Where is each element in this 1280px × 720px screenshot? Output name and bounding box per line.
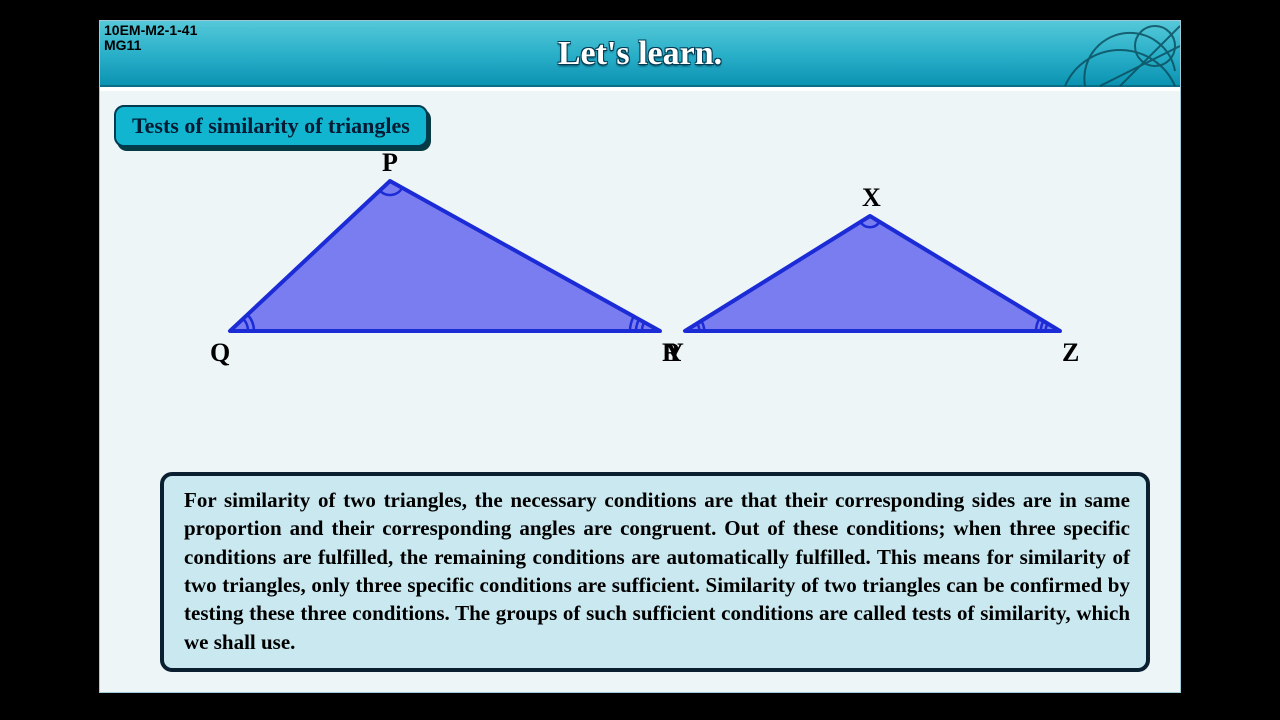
slide-header: 10EM-M2-1-41 MG11 Let's learn. [100,21,1180,91]
slide-stage: 10EM-M2-1-41 MG11 Let's learn. Tests of … [99,20,1181,693]
svg-text:Z: Z [1062,338,1079,367]
svg-text:Y: Y [665,338,684,367]
slide-title: Let's learn. [100,35,1180,73]
diagram-area: PQRXYZ [100,151,1180,411]
section-chip: Tests of similarity of triangles [114,105,428,147]
svg-text:P: P [382,151,398,177]
header-decoration-icon [1060,21,1180,91]
triangles-diagram: PQRXYZ [100,151,1182,381]
explanation-text: For similarity of two triangles, the nec… [160,472,1150,672]
svg-text:Q: Q [210,338,230,367]
svg-text:X: X [862,183,881,212]
